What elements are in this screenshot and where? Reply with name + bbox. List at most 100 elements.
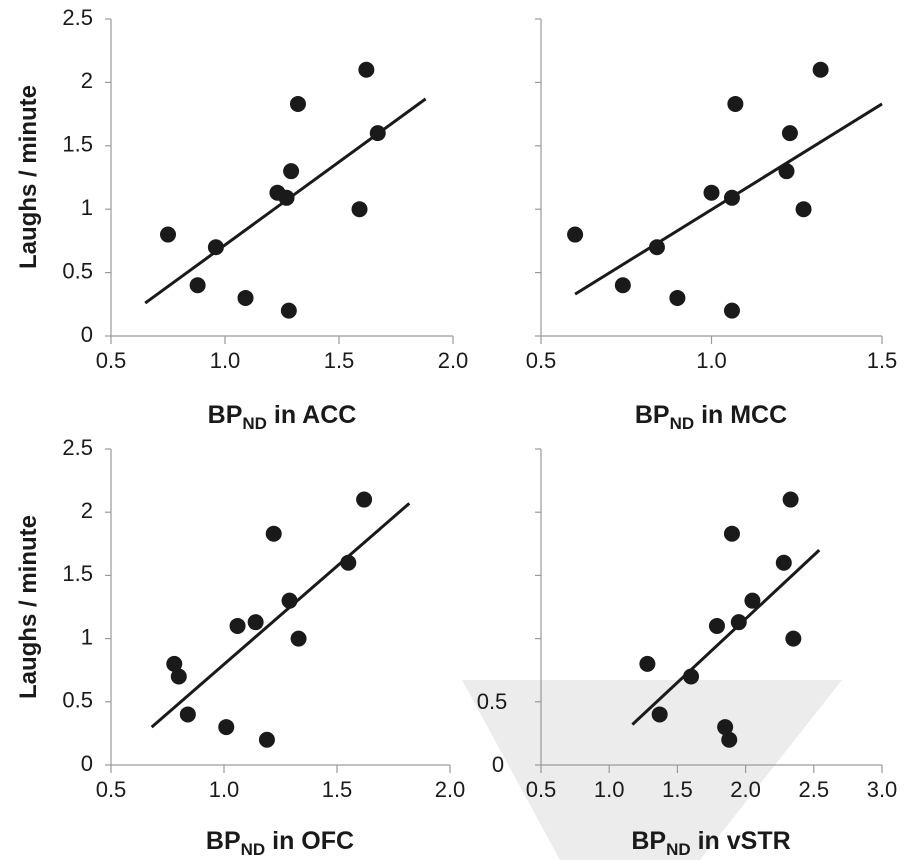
x-tick-label: 0.5 bbox=[96, 777, 127, 802]
x-tick-label: 2.0 bbox=[730, 777, 761, 802]
scatter-panel-4: 0.5 1.0 1.5 2.0 2.5 3.0 BPND in vSTR bbox=[526, 448, 898, 859]
data-point bbox=[237, 289, 254, 306]
watermark-shape bbox=[462, 680, 842, 860]
y-tick-label: 0 bbox=[81, 751, 93, 776]
data-point bbox=[669, 289, 686, 306]
data-point bbox=[651, 706, 668, 723]
data-point bbox=[730, 614, 747, 631]
data-point bbox=[278, 189, 295, 206]
x-axis-label-main: BP bbox=[635, 401, 670, 429]
data-point bbox=[782, 491, 799, 508]
x-tick-label: 2.0 bbox=[438, 348, 469, 373]
data-point bbox=[778, 163, 795, 180]
data-point bbox=[247, 614, 264, 631]
data-point bbox=[369, 125, 386, 142]
x-axis-label-subscript: ND bbox=[666, 840, 691, 859]
data-point bbox=[280, 302, 297, 319]
data-point bbox=[218, 719, 235, 736]
data-point bbox=[614, 277, 631, 294]
y-tick-label: 2 bbox=[81, 68, 93, 93]
y-tick-label: 2.5 bbox=[62, 5, 93, 30]
x-tick-label: 3.0 bbox=[867, 777, 898, 802]
x-tick-label: 0.5 bbox=[526, 777, 557, 802]
x-axis-label-suffix: in ACC bbox=[267, 401, 356, 429]
data-point bbox=[179, 706, 196, 723]
data-point bbox=[717, 719, 734, 736]
data-point bbox=[567, 226, 584, 243]
data-point bbox=[229, 617, 246, 634]
data-point bbox=[340, 554, 357, 571]
data-point bbox=[258, 731, 275, 748]
x-axis-label-subscript: ND bbox=[241, 840, 266, 859]
data-point bbox=[351, 201, 368, 218]
x-tick-label: 0.5 bbox=[96, 348, 127, 373]
x-axis-label: BPND in MCC bbox=[635, 401, 787, 433]
data-point bbox=[166, 655, 183, 672]
x-tick-label: 1.0 bbox=[696, 348, 727, 373]
data-point bbox=[785, 630, 802, 647]
y-tick-label: 2 bbox=[81, 498, 93, 523]
x-axis-label: BPND in vSTR bbox=[631, 827, 790, 859]
x-tick-label: 2.0 bbox=[435, 777, 466, 802]
x-tick-label: 1.0 bbox=[210, 348, 241, 373]
data-point bbox=[683, 668, 700, 685]
data-point bbox=[160, 226, 176, 243]
y-tick-label: 0.5 bbox=[62, 688, 93, 713]
x-tick-label: 1.5 bbox=[662, 777, 693, 802]
x-axis-label: BPND in OFC bbox=[206, 827, 354, 859]
x-tick-label: 1.0 bbox=[594, 777, 625, 802]
data-point bbox=[170, 668, 187, 685]
data-point bbox=[721, 731, 738, 748]
y-axis-label: Laughs / minute bbox=[15, 85, 42, 269]
x-axis-label-subscript: ND bbox=[670, 414, 695, 433]
data-point bbox=[281, 592, 298, 609]
data-point bbox=[795, 201, 812, 218]
data-point bbox=[358, 61, 375, 78]
y-tick-label: 0.5 bbox=[62, 258, 93, 283]
x-tick-label: 0.5 bbox=[526, 348, 557, 373]
x-axis-label-main: BP bbox=[208, 401, 243, 429]
x-axis-label-main: BP bbox=[631, 827, 666, 855]
x-tick-label: 1.5 bbox=[324, 348, 355, 373]
data-point bbox=[356, 491, 373, 508]
data-point bbox=[708, 617, 725, 634]
y-tick-label: 1 bbox=[81, 195, 93, 220]
x-tick-label: 2.5 bbox=[799, 777, 830, 802]
fit-line bbox=[150, 502, 411, 729]
data-point bbox=[723, 189, 740, 206]
data-point bbox=[289, 95, 306, 112]
data-point bbox=[723, 302, 740, 319]
data-point bbox=[727, 95, 744, 112]
data-point bbox=[639, 655, 656, 672]
data-point bbox=[744, 592, 761, 609]
data-point bbox=[283, 163, 300, 180]
x-axis-label-subscript: ND bbox=[242, 414, 267, 433]
x-tick-label: 1.5 bbox=[867, 348, 898, 373]
data-point bbox=[207, 239, 224, 256]
data-point bbox=[265, 525, 282, 542]
y-tick-label: 0 bbox=[81, 322, 93, 347]
fit-line bbox=[631, 549, 821, 726]
x-axis-label-main: BP bbox=[206, 827, 241, 855]
y-tick-label: 1.5 bbox=[62, 561, 93, 586]
data-point bbox=[723, 525, 740, 542]
x-tick-label: 1.0 bbox=[209, 777, 240, 802]
x-axis-label-suffix: in MCC bbox=[694, 401, 787, 429]
data-point bbox=[812, 61, 829, 78]
y-tick-label: 1.5 bbox=[62, 132, 93, 157]
scatter-panel-2: 0.5 1.0 1.5 BPND in MCC bbox=[526, 18, 898, 433]
x-axis-label-suffix: in vSTR bbox=[691, 827, 791, 855]
data-point bbox=[781, 125, 798, 142]
data-point bbox=[775, 554, 792, 571]
data-point bbox=[703, 184, 720, 201]
watermark-tick-label: 0.5 bbox=[477, 689, 508, 714]
data-point bbox=[189, 277, 206, 294]
data-point bbox=[290, 630, 307, 647]
watermark: 0.50 bbox=[462, 680, 842, 860]
x-axis-label: BPND in ACC bbox=[208, 401, 357, 433]
watermark-tick-label: 0 bbox=[492, 752, 504, 777]
y-tick-label: 1 bbox=[81, 624, 93, 649]
